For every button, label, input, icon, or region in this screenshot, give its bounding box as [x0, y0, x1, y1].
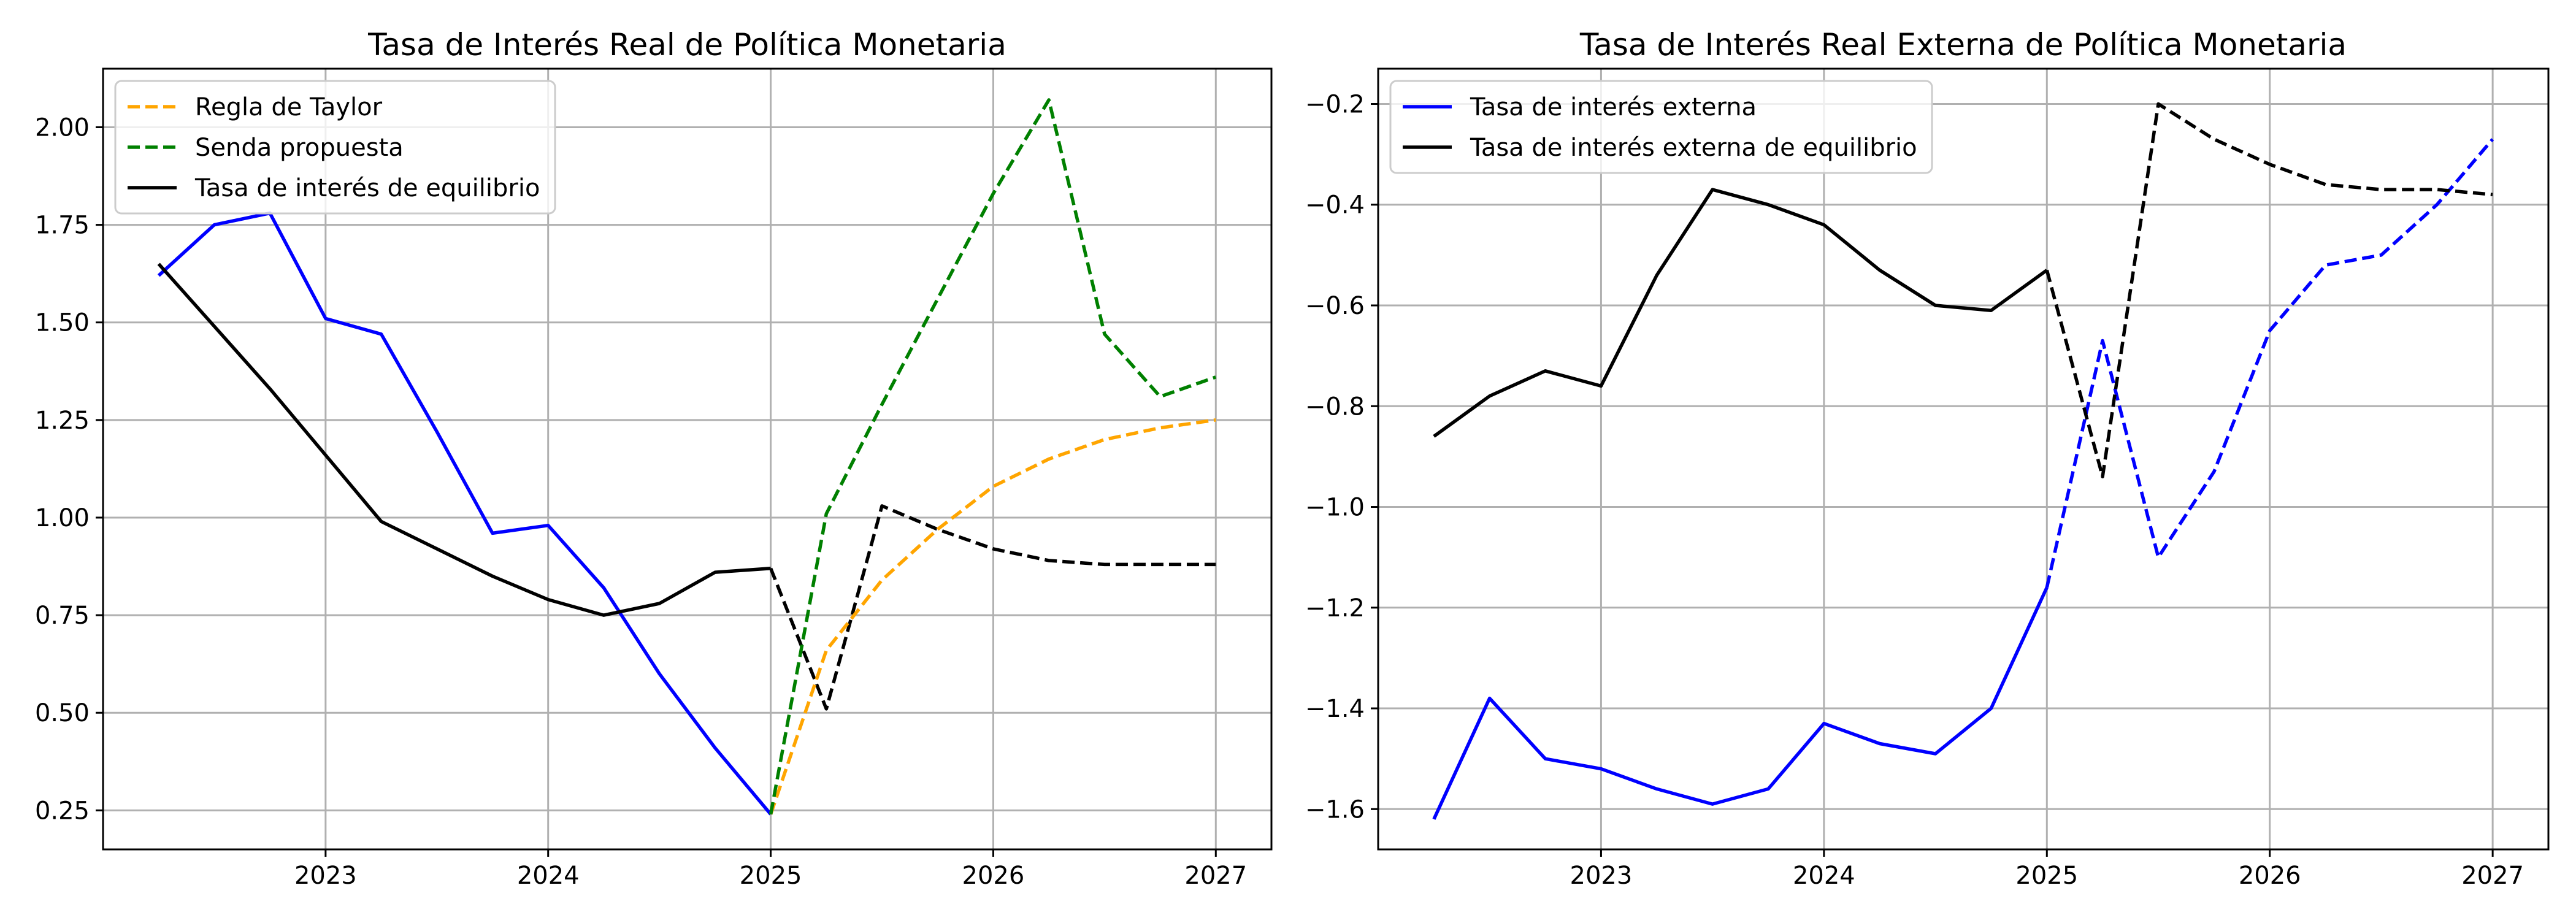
x-tick-label: 2026 — [2239, 862, 2301, 890]
x-tick-label: 2023 — [1570, 862, 1633, 890]
y-tick-label: 0.75 — [35, 602, 90, 630]
series-line-4-dashed — [769, 98, 1217, 815]
legend-label: Tasa de interés externa de equilibrio — [1470, 134, 1917, 162]
y-tick-label: 2.00 — [35, 113, 90, 142]
y-tick-label: 0.50 — [35, 699, 90, 727]
series-line-1-dashed — [2045, 138, 2494, 588]
series-line-1-solid — [157, 262, 771, 617]
chart-title: Tasa de Interés Real de Política Monetar… — [367, 27, 1006, 63]
y-tick-label: 1.75 — [35, 212, 90, 240]
y-tick-label: −0.4 — [1305, 191, 1365, 220]
legend-label: Regla de Taylor — [195, 93, 383, 121]
legend-box — [1389, 80, 1933, 174]
y-tick-label: −0.8 — [1305, 393, 1365, 421]
legend-label: Tasa de interés externa — [1470, 93, 1757, 121]
series-line-2-solid — [1433, 188, 2048, 438]
series-line-0-solid — [157, 211, 772, 816]
y-tick-label: −0.6 — [1305, 292, 1365, 320]
y-tick-label: −1.4 — [1305, 695, 1365, 723]
x-tick-label: 2027 — [1184, 862, 1247, 890]
gridlines — [1378, 69, 2548, 849]
series-group — [157, 98, 1217, 816]
plot-area-frame — [102, 67, 1273, 851]
series-line-0-solid — [1432, 586, 2049, 820]
y-tick-label: 1.50 — [35, 309, 90, 337]
legend: Regla de Taylor Senda propuesta Tasa de in… — [114, 80, 556, 215]
x-tick-label: 2027 — [2461, 862, 2524, 890]
x-tick-label: 2024 — [1793, 862, 1855, 890]
chart-left-panel: Tasa de Interés Real de Política Monetar… — [35, 27, 1273, 890]
x-tick-label: 2025 — [740, 862, 802, 890]
x-tick-label: 2025 — [2015, 862, 2078, 890]
x-tick-label: 2026 — [962, 862, 1025, 890]
x-tick-label: 2024 — [517, 862, 580, 890]
series-line-2-dashed — [769, 504, 1216, 711]
y-tick-label: 0.25 — [35, 797, 90, 825]
legend-label: Senda propuesta — [195, 134, 404, 162]
y-tick-label: −1.2 — [1305, 594, 1365, 622]
legend-label: Tasa de interés de equilibrio — [194, 174, 540, 202]
chart-right-panel: Tasa de Interés Real Externa de Política… — [1305, 27, 2550, 890]
series-line-3-dashed — [2045, 102, 2493, 478]
chart-title: Tasa de Interés Real Externa de Política… — [1579, 27, 2347, 63]
y-tick-label: 1.25 — [35, 407, 90, 435]
plot-area-frame — [1377, 67, 2550, 851]
legend-box — [114, 80, 556, 215]
y-tick-label: 1.00 — [35, 504, 90, 532]
series-group — [1432, 102, 2494, 820]
x-tick-label: 2023 — [294, 862, 357, 890]
y-tick-label: −1.0 — [1305, 494, 1365, 522]
series-line-3-dashed — [769, 418, 1216, 815]
y-tick-label: −1.6 — [1305, 795, 1365, 824]
y-tick-label: −0.2 — [1305, 90, 1365, 118]
legend: Tasa de interés externa Tasa de interés e… — [1389, 80, 1933, 174]
